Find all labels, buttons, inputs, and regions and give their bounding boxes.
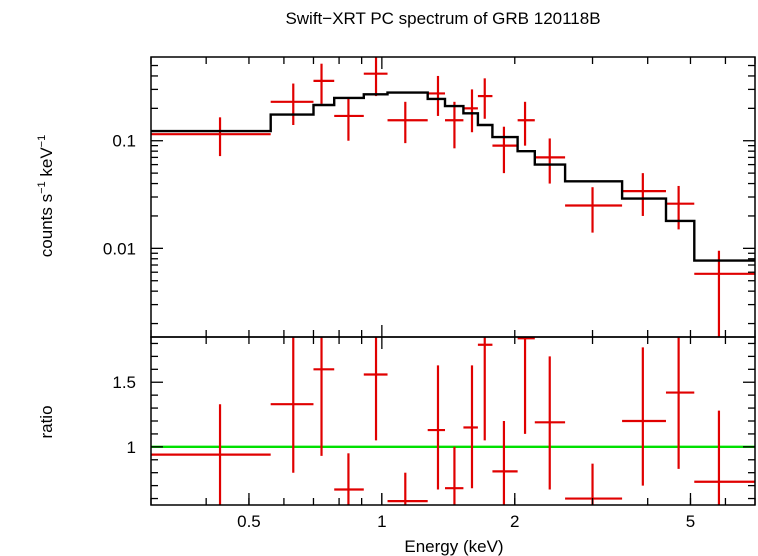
tick-labels: 0.5 1 2 5 0.1 0.01 1.5 1 (103, 132, 695, 531)
ratio-data-point (665, 337, 695, 469)
spectrum-data-point (270, 83, 314, 126)
spectrum-data-point (427, 75, 446, 116)
spectrum-data-layer (151, 57, 755, 337)
spectrum-data-point (477, 78, 493, 119)
ratio-data-point (363, 337, 388, 441)
chart-title: Swift−XRT PC spectrum of GRB 120118B (285, 9, 600, 28)
y-tick-label-spectrum: 0.01 (103, 239, 136, 258)
ratio-data-point (387, 472, 428, 505)
ratio-data-point (622, 347, 666, 486)
spectrum-data-point (565, 187, 623, 233)
x-tick-label: 0.5 (237, 512, 261, 531)
x-axis-label: Energy (keV) (404, 537, 503, 556)
ratio-data-layer (151, 337, 755, 505)
y-axis-label-spectrum: counts s−1 keV−1 (36, 135, 56, 257)
spectrum-data-point (517, 101, 535, 146)
ratio-data-point (565, 463, 623, 505)
ratio-data-point (427, 365, 446, 490)
axis-ticks (150, 57, 756, 505)
y-tick-label-ratio: 1 (127, 438, 136, 457)
x-tick-label: 5 (686, 512, 695, 531)
spectrum-frame (150, 56, 756, 338)
ylabel-mid: keV (37, 147, 56, 182)
axes-frames (150, 56, 756, 506)
ylabel-exp2: −1 (36, 135, 48, 148)
y-tick-label-ratio: 1.5 (112, 373, 136, 392)
spectrum-model-line (151, 91, 755, 262)
ylabel-exp1: −1 (36, 181, 48, 194)
ratio-data-point (313, 337, 335, 456)
spectrum-model-layer (151, 91, 755, 262)
ratio-data-point (492, 421, 518, 505)
ratio-data-point (517, 337, 535, 434)
ratio-data-point (534, 356, 566, 490)
spectrum-data-point (665, 185, 695, 230)
spectrum-data-point (313, 63, 335, 104)
x-tick-label: 2 (510, 512, 519, 531)
spectrum-data-point (445, 101, 464, 149)
x-tick-label: 1 (377, 512, 386, 531)
ratio-data-point (445, 446, 464, 505)
spectrum-data-point (363, 57, 388, 97)
spectrum-data-point (151, 117, 271, 157)
spectrum-data-point (534, 138, 566, 184)
y-tick-label-spectrum: 0.1 (112, 132, 136, 151)
ratio-data-point (694, 410, 755, 505)
spectrum-data-point (492, 126, 518, 174)
ratio-data-point (463, 365, 478, 489)
ratio-data-point (334, 453, 364, 505)
ratio-data-point (477, 337, 493, 441)
y-axis-label-ratio: ratio (37, 405, 56, 438)
spectrum-data-point (334, 97, 364, 141)
spectrum-data-point (694, 250, 755, 337)
ylabel-main: counts s (37, 194, 56, 257)
spectrum-data-point (387, 101, 428, 144)
spectrum-data-point (463, 89, 478, 133)
ratio-data-point (151, 404, 271, 505)
spectrum-data-point (622, 173, 666, 216)
ratio-data-point (270, 337, 314, 473)
